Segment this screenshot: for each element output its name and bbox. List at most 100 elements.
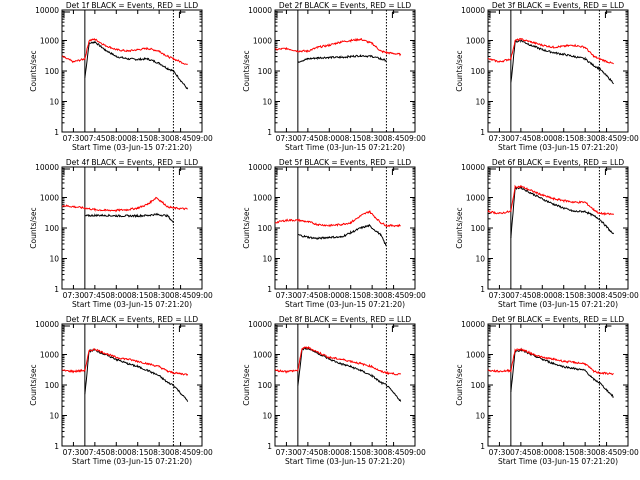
x-tick-label: 07:45 [84, 291, 106, 300]
x-tick-label: 09:00 [617, 134, 639, 143]
y-tick-label: 100 [45, 224, 60, 233]
lld-series-line [487, 184, 615, 216]
corner-mark [276, 325, 283, 332]
x-tick-label: 08:15 [340, 291, 362, 300]
y-axis-label: Counts/sec [242, 50, 251, 91]
y-tick-label: 100 [45, 67, 60, 76]
x-tick-label: 08:00 [105, 448, 127, 457]
x-tick-label: 07:45 [297, 448, 319, 457]
lld-series-line [61, 348, 189, 377]
y-axis-label: Counts/sec [29, 50, 38, 91]
corner-mark [276, 11, 283, 18]
x-tick-label: 08:30 [148, 291, 170, 300]
y-tick-label: 1000 [466, 37, 485, 46]
y-tick-label: 10 [49, 98, 59, 107]
lld-series-line [274, 37, 402, 57]
y-tick-label: 100 [471, 224, 486, 233]
lld-series-line [274, 345, 402, 376]
x-tick-label: 08:30 [361, 448, 383, 457]
x-tick-label: 07:30 [63, 291, 85, 300]
events-series-line [84, 348, 189, 402]
y-tick-label: 10000 [248, 6, 272, 15]
x-tick-label: 08:15 [127, 291, 149, 300]
x-tick-label: 08:45 [596, 134, 618, 143]
events-series-line [510, 185, 615, 239]
y-axis-label: Counts/sec [29, 207, 38, 248]
corner-mark [63, 168, 70, 175]
x-tick-label: 08:15 [127, 448, 149, 457]
x-tick-label: 07:30 [489, 448, 511, 457]
y-tick-label: 1000 [466, 194, 485, 203]
y-axis-label: Counts/sec [455, 364, 464, 405]
y-tick-label: 1000 [253, 351, 272, 360]
corner-mark [489, 11, 496, 18]
y-tick-label: 10000 [248, 320, 272, 329]
y-tick-label: 100 [471, 67, 486, 76]
x-tick-label: 08:00 [531, 291, 553, 300]
corner-mark [391, 11, 399, 18]
x-tick-label: 09:00 [404, 134, 426, 143]
y-tick-label: 1 [480, 128, 485, 137]
plot-frame [61, 9, 203, 133]
x-tick-label: 08:45 [383, 134, 405, 143]
x-axis-label: Start Time (03-Jun-15 07:21:20) [498, 300, 618, 309]
x-tick-label: 07:30 [489, 291, 511, 300]
plot-frame [274, 166, 416, 290]
y-tick-label: 1 [267, 442, 272, 451]
plot-frame [487, 323, 629, 447]
lld-series-line [487, 37, 614, 65]
events-series-line [297, 54, 387, 63]
x-tick-label: 09:00 [617, 448, 639, 457]
x-tick-label: 08:00 [531, 134, 553, 143]
x-tick-label: 07:30 [276, 448, 298, 457]
corner-mark [178, 11, 186, 18]
x-tick-label: 07:30 [489, 134, 511, 143]
y-tick-label: 10000 [461, 320, 485, 329]
lld-series-line [61, 37, 188, 65]
x-tick-label: 07:45 [297, 134, 319, 143]
y-tick-label: 10 [49, 255, 59, 264]
x-axis-label: Start Time (03-Jun-15 07:21:20) [72, 300, 192, 309]
x-tick-label: 08:45 [170, 448, 192, 457]
x-tick-label: 09:00 [191, 291, 213, 300]
events-series-line [84, 212, 174, 224]
panel-title: Det 8f BLACK = Events, RED = LLD [279, 315, 412, 324]
x-axis-label: Start Time (03-Jun-15 07:21:20) [285, 143, 405, 152]
corner-mark [604, 168, 612, 175]
x-tick-label: 08:30 [574, 291, 596, 300]
events-series-line [84, 40, 189, 90]
panel-1: Det 1f BLACK = Events, RED = LLD 07:30 07:… [29, 1, 213, 152]
y-tick-label: 10 [262, 98, 272, 107]
x-tick-label: 07:45 [84, 134, 106, 143]
x-axis-label: Start Time (03-Jun-15 07:21:20) [498, 457, 618, 466]
events-series-line [510, 39, 614, 85]
x-tick-label: 08:45 [170, 291, 192, 300]
lld-series-line [487, 348, 614, 376]
corner-mark [63, 11, 70, 18]
x-tick-label: 08:30 [148, 448, 170, 457]
x-tick-label: 08:15 [553, 448, 575, 457]
panel-title: Det 5f BLACK = Events, RED = LLD [279, 158, 412, 167]
corner-mark [489, 325, 496, 332]
y-tick-label: 10 [475, 412, 485, 421]
panel-8: Det 8f BLACK = Events, RED = LLD 07:30 07:… [242, 315, 426, 466]
x-tick-label: 08:45 [383, 291, 405, 300]
panel-2: Det 2f BLACK = Events, RED = LLD 07:30 07:… [242, 1, 426, 152]
panel-9: Det 9f BLACK = Events, RED = LLD 07:30 07:… [455, 315, 639, 466]
events-series-line [510, 347, 614, 398]
corner-mark [391, 168, 399, 175]
plot-frame [274, 323, 416, 447]
panel-title: Det 4f BLACK = Events, RED = LLD [66, 158, 199, 167]
x-axis-label: Start Time (03-Jun-15 07:21:20) [498, 143, 618, 152]
y-tick-label: 100 [258, 224, 273, 233]
y-axis-label: Counts/sec [242, 364, 251, 405]
panel-7: Det 7f BLACK = Events, RED = LLD 07:30 07:… [29, 315, 213, 466]
x-axis-label: Start Time (03-Jun-15 07:21:20) [72, 457, 192, 466]
plot-frame [487, 9, 629, 133]
x-tick-label: 08:30 [574, 134, 596, 143]
y-tick-label: 100 [45, 381, 60, 390]
x-tick-label: 07:30 [276, 291, 298, 300]
y-tick-label: 1 [267, 128, 272, 137]
y-tick-label: 10 [475, 255, 485, 264]
